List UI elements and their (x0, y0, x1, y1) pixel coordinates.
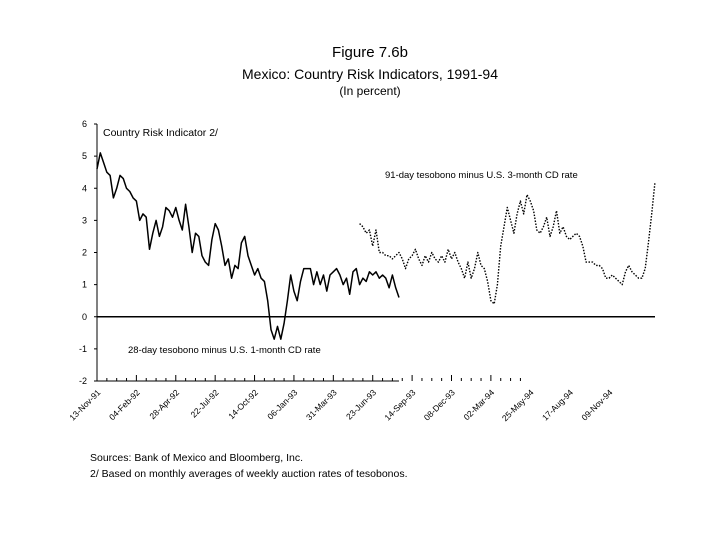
x-tick-label: 28-Apr-92 (147, 387, 181, 421)
x-tick-label: 14-Sep-93 (382, 387, 417, 422)
x-tick-label: 13-Nov-91 (67, 387, 102, 422)
x-tick-label: 17-Aug-94 (540, 387, 575, 422)
figure-unit-note: (In percent) (339, 84, 401, 98)
series-28-day-line (96, 152, 400, 340)
x-tick-label: 02-Mar-94 (461, 387, 496, 422)
y-tick-label: 4 (82, 183, 87, 193)
x-tick-label: 31-Mar-93 (304, 387, 339, 422)
x-tick-label: 09-Nov-94 (579, 387, 614, 422)
series-label-91-day: 91-day tesobono minus U.S. 3-month CD ra… (385, 170, 578, 181)
series-91-day-line (359, 181, 656, 305)
y-tick-label: 1 (82, 280, 87, 290)
y-axis: -2 -1 0 1 2 3 4 5 6 (79, 119, 98, 386)
x-tick-label: 25-May-94 (500, 387, 536, 423)
y-tick-label: 5 (82, 151, 87, 161)
figure-title: Figure 7.6b (332, 44, 408, 61)
y-tick-label: 2 (82, 248, 87, 258)
x-tick-label: 08-Dec-93 (422, 387, 457, 422)
x-tick-label: 22-Jul-92 (188, 387, 220, 419)
sources-note: Sources: Bank of Mexico and Bloomberg, I… (90, 452, 304, 464)
y-tick-label: 3 (82, 215, 87, 225)
panel-label: Country Risk Indicator 2/ (103, 127, 218, 139)
footnote: 2/ Based on monthly averages of weekly a… (90, 468, 408, 480)
y-tick-label: -2 (79, 376, 87, 386)
x-tick-label: 06-Jan-93 (265, 387, 299, 421)
x-tick-label: 04-Feb-92 (107, 387, 142, 422)
y-tick-label: 0 (82, 312, 87, 322)
y-tick-label: 6 (82, 119, 87, 129)
figure-subtitle: Mexico: Country Risk Indicators, 1991-94 (242, 66, 498, 82)
series-group (96, 152, 656, 340)
y-tick-label: -1 (79, 344, 87, 354)
x-tick-label: 14-Oct-92 (226, 387, 260, 421)
x-tick-label: 23-Jun-93 (344, 387, 378, 421)
x-axis: 13-Nov-91 04-Feb-92 28-Apr-92 22-Jul-92 14-O… (67, 315, 655, 423)
series-label-28-day: 28-day tesobono minus U.S. 1-month CD ra… (128, 345, 321, 356)
